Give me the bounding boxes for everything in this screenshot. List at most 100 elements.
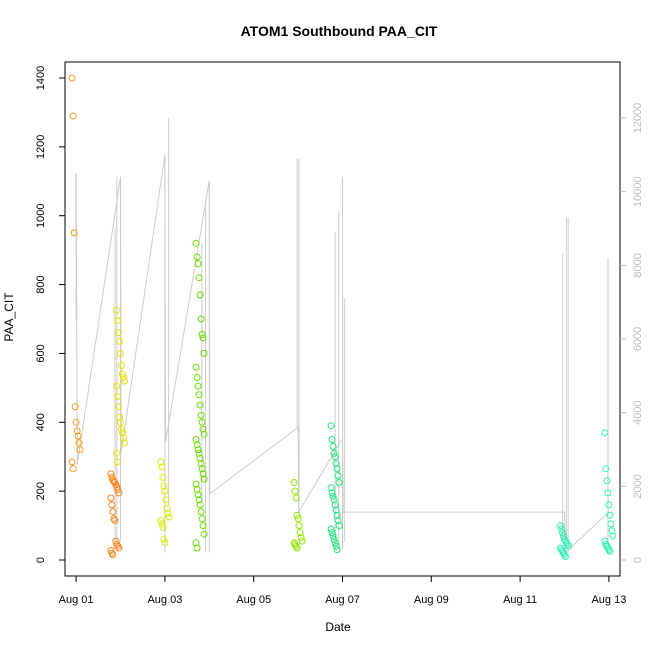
left-tick-label: 200 <box>35 482 47 500</box>
data-point <box>158 463 166 471</box>
data-point <box>564 541 571 548</box>
right-y-axis: 0 2000 4000 6000 8000 10000 12000 <box>620 103 644 563</box>
right-tick-label: 4000 <box>632 400 644 424</box>
right-tick-label: 12000 <box>632 103 644 134</box>
data-point <box>115 403 122 411</box>
data-point <box>72 418 80 426</box>
left-tick-label: 1000 <box>35 203 47 227</box>
data-point <box>116 337 123 345</box>
data-point <box>329 442 337 450</box>
data-point <box>110 515 118 523</box>
data-point <box>71 403 79 411</box>
right-tick-label: 6000 <box>632 327 644 351</box>
data-point <box>608 527 616 535</box>
data-point <box>198 418 206 426</box>
data-point <box>195 496 203 504</box>
data-point <box>298 537 306 545</box>
data-point <box>108 549 116 557</box>
data-point <box>107 494 115 502</box>
x-tick-label: Aug 05 <box>236 594 271 606</box>
primary-series-points <box>68 74 617 561</box>
data-point <box>157 516 165 524</box>
data-point <box>159 473 167 481</box>
data-point <box>195 274 203 282</box>
data-point <box>165 513 173 521</box>
data-point <box>160 535 168 543</box>
data-point <box>157 458 165 466</box>
data-point <box>158 520 166 528</box>
data-point <box>290 479 298 486</box>
data-point <box>603 477 611 485</box>
data-point <box>605 546 613 554</box>
data-point <box>160 482 168 490</box>
data-point <box>194 491 202 499</box>
data-point <box>116 413 123 421</box>
data-point <box>161 487 169 495</box>
left-tick-label: 600 <box>35 344 47 362</box>
data-point <box>292 494 300 502</box>
data-point <box>329 492 337 500</box>
data-point <box>193 544 201 552</box>
data-point <box>117 349 124 357</box>
data-point <box>200 430 208 438</box>
data-point <box>562 553 569 561</box>
data-point <box>609 532 617 540</box>
data-point <box>196 291 204 299</box>
data-point <box>192 480 200 488</box>
data-point <box>193 253 201 261</box>
data-point <box>604 544 612 552</box>
data-point <box>565 542 572 550</box>
data-point <box>70 229 78 237</box>
left-y-axis: 0 200 400 600 800 1000 1200 1400 <box>35 66 65 563</box>
data-point <box>291 541 299 548</box>
data-point <box>110 478 118 485</box>
data-point <box>327 525 335 533</box>
data-point <box>194 446 202 454</box>
data-point <box>114 317 121 325</box>
data-point <box>115 329 122 337</box>
left-tick-label: 1200 <box>35 135 47 159</box>
data-point <box>563 539 570 547</box>
data-point <box>335 479 343 486</box>
data-point <box>200 530 208 538</box>
data-point <box>295 522 303 530</box>
data-point <box>327 422 335 430</box>
data-point <box>198 515 206 523</box>
data-point <box>293 544 301 552</box>
data-point <box>333 546 341 554</box>
data-point <box>330 535 338 543</box>
data-point <box>113 541 121 548</box>
data-point <box>118 362 125 369</box>
data-point <box>559 547 566 555</box>
data-point <box>120 374 127 381</box>
right-tick-label: 8000 <box>632 253 644 277</box>
data-point <box>332 506 340 514</box>
right-tick-label: 10000 <box>632 176 644 207</box>
data-point <box>196 501 204 509</box>
data-point <box>333 465 341 473</box>
data-point <box>296 529 304 536</box>
data-point <box>332 460 340 468</box>
data-point <box>195 449 203 457</box>
data-point <box>560 549 567 557</box>
data-point <box>193 485 201 493</box>
x-tick-label: Aug 01 <box>59 594 94 606</box>
data-point <box>335 522 343 530</box>
data-point <box>200 349 208 357</box>
data-point <box>196 454 204 462</box>
data-point <box>290 539 298 547</box>
data-point <box>199 522 207 530</box>
data-point <box>198 331 206 338</box>
data-point <box>75 439 83 447</box>
data-point <box>114 458 121 466</box>
data-point <box>333 511 341 519</box>
data-point <box>115 489 123 497</box>
data-point <box>192 539 200 547</box>
x-tick-label: Aug 11 <box>503 594 537 606</box>
data-point <box>119 429 126 437</box>
data-point <box>114 393 121 400</box>
data-point <box>606 547 614 555</box>
data-point <box>297 534 305 542</box>
data-point <box>113 449 120 457</box>
